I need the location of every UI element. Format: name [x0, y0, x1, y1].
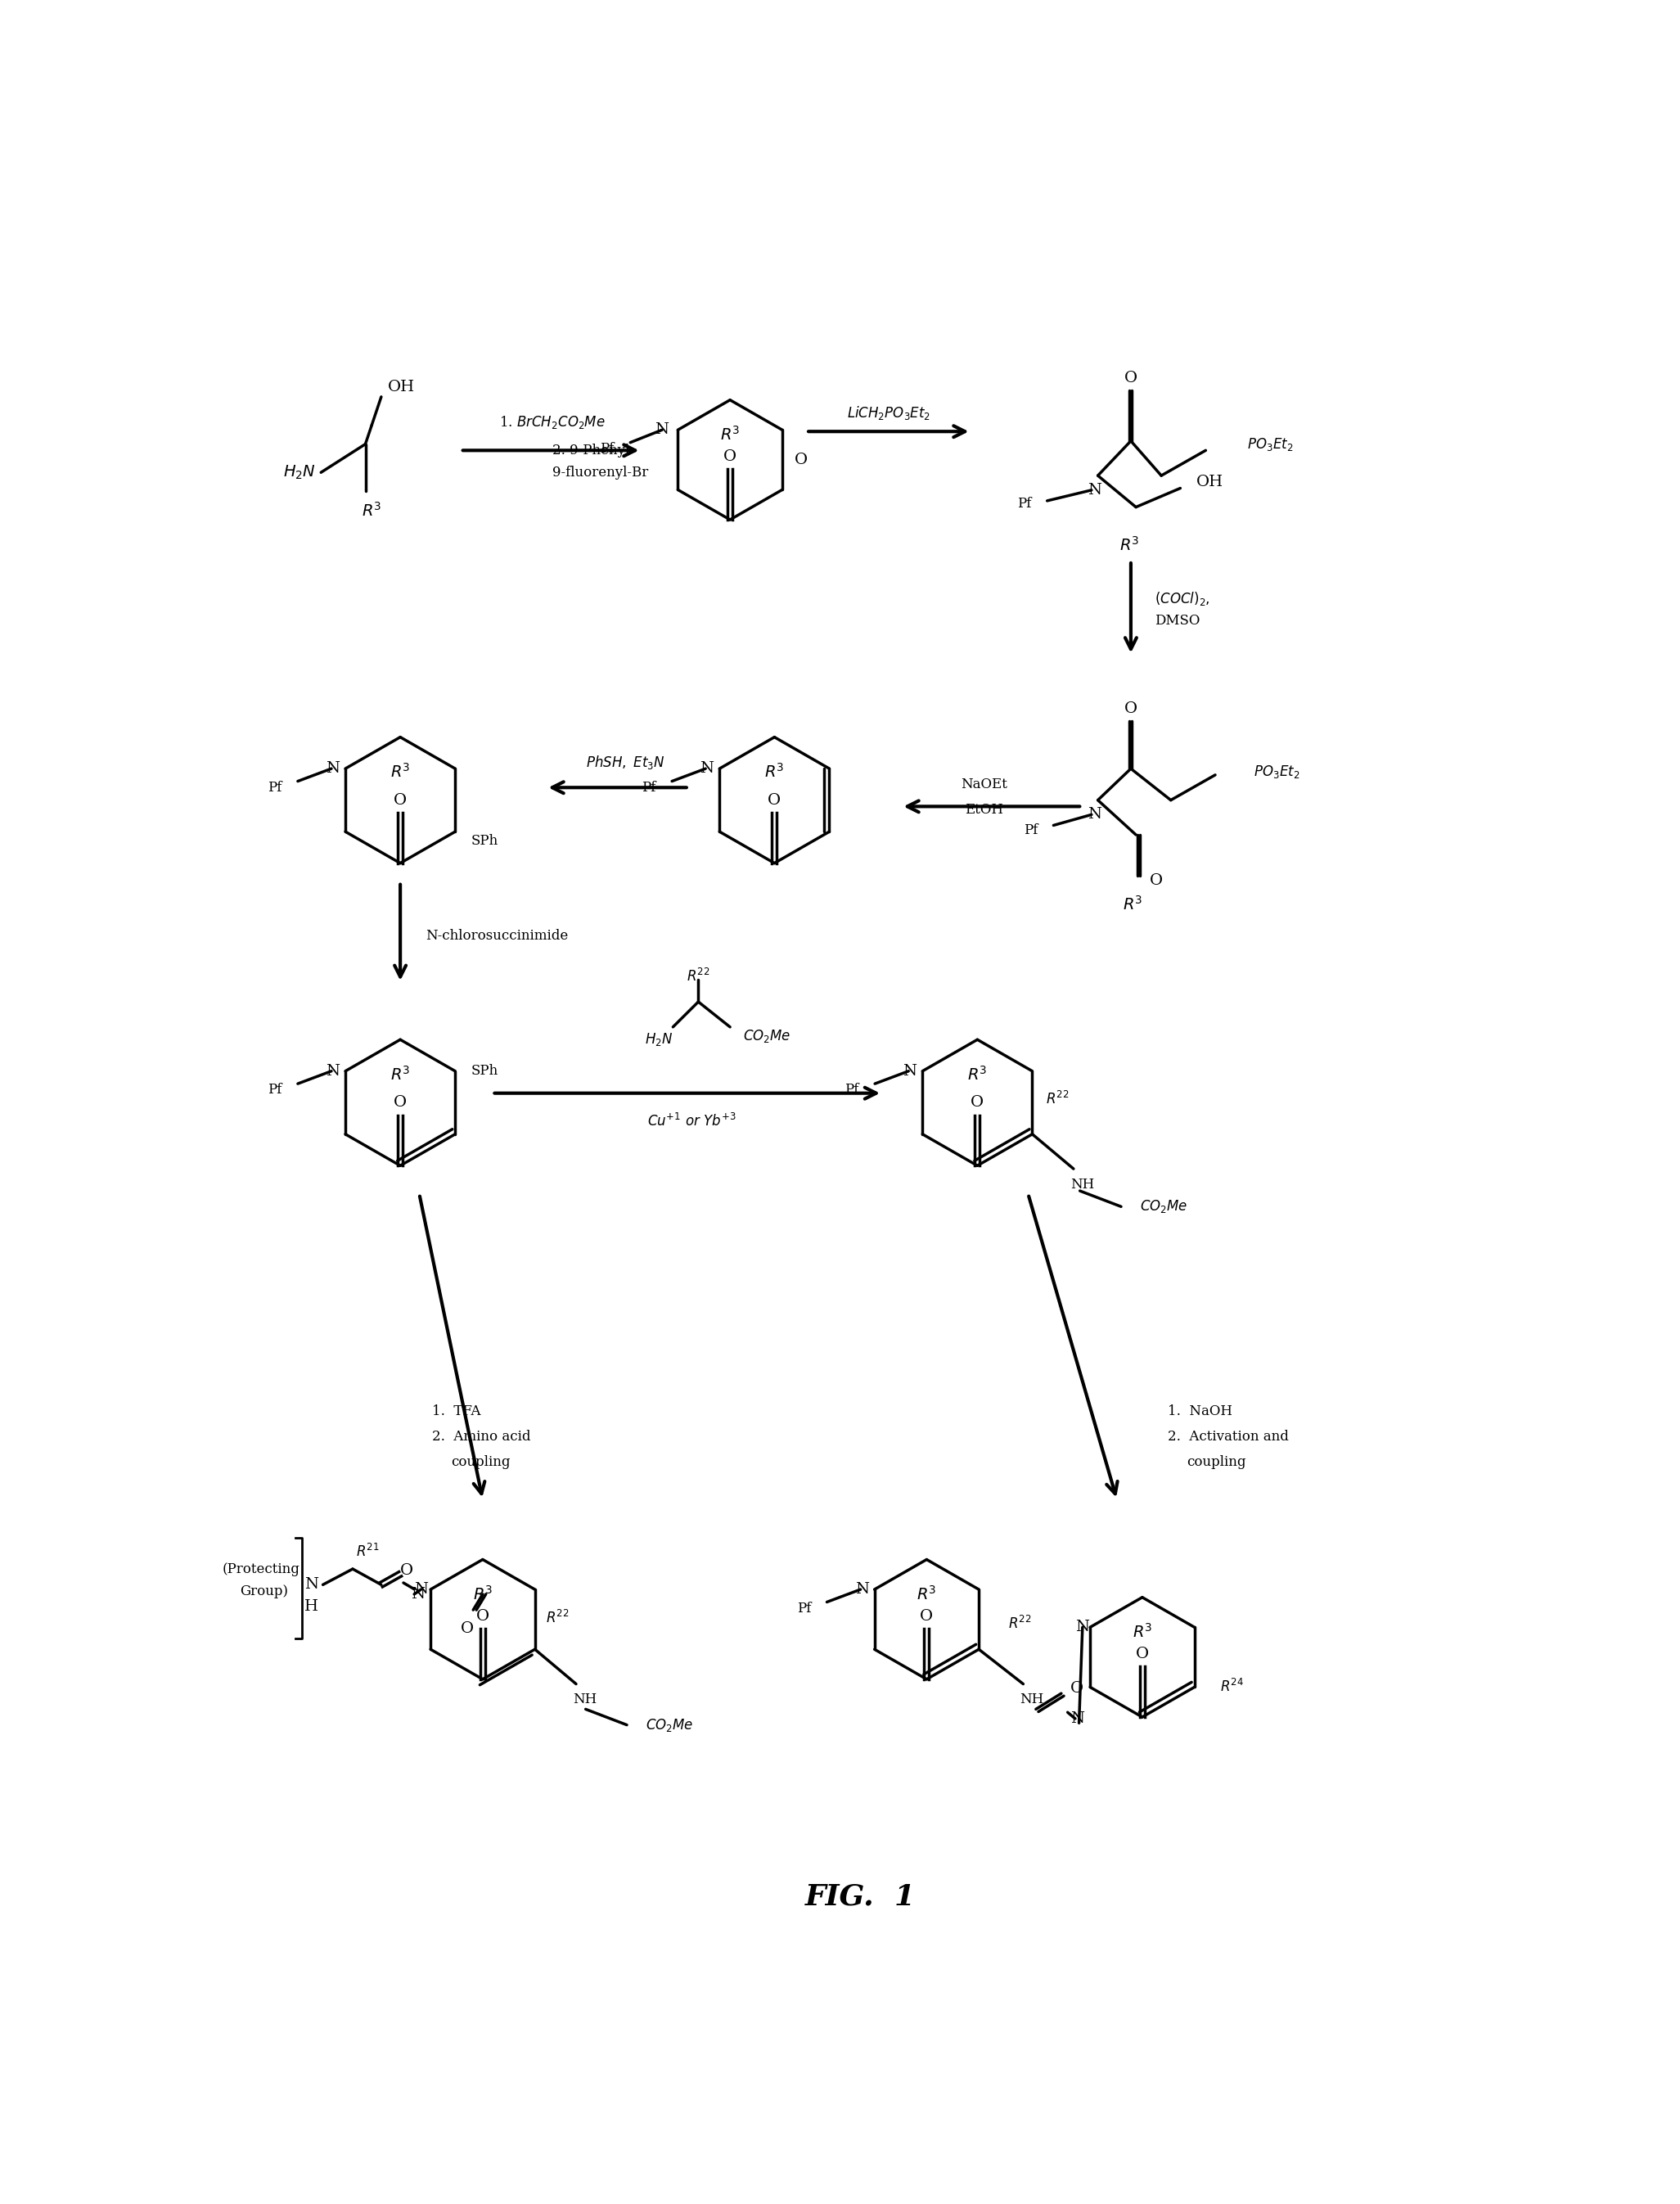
Text: coupling: coupling: [1186, 1455, 1247, 1468]
Text: Pf: Pf: [267, 1082, 282, 1098]
Text: $R^3$: $R^3$: [361, 500, 381, 520]
Text: $R^3$: $R^3$: [390, 1065, 410, 1082]
Text: $PO_3Et_2$: $PO_3Et_2$: [1253, 763, 1299, 780]
Text: N: N: [326, 760, 339, 776]
Text: 2. 9-Phenyl-: 2. 9-Phenyl-: [553, 443, 633, 458]
Text: H: H: [304, 1600, 319, 1613]
Text: Pf: Pf: [1023, 824, 1038, 838]
Text: $CO_2Me$: $CO_2Me$: [645, 1717, 694, 1732]
Text: SPh: SPh: [470, 1065, 499, 1078]
Text: O: O: [1149, 873, 1163, 888]
Text: N: N: [902, 1065, 917, 1078]
Text: NH: NH: [573, 1693, 596, 1706]
Text: Pf: Pf: [845, 1082, 858, 1098]
Text: O: O: [475, 1609, 489, 1624]
Text: $PhSH,\ Et_3N$: $PhSH,\ Et_3N$: [586, 754, 665, 771]
Text: O: O: [1124, 370, 1137, 386]
Text: 1. $BrCH_2CO_2Me$: 1. $BrCH_2CO_2Me$: [499, 414, 605, 430]
Text: O: O: [768, 793, 781, 807]
Text: N: N: [655, 423, 669, 436]
Text: $Cu^{+1}\ or\ Yb^{+3}$: $Cu^{+1}\ or\ Yb^{+3}$: [647, 1113, 736, 1131]
Text: $R^{22}$: $R^{22}$: [546, 1609, 570, 1627]
Text: $R^{21}$: $R^{21}$: [356, 1543, 380, 1560]
Text: O: O: [1136, 1646, 1149, 1662]
Text: 9-fluorenyl-Br: 9-fluorenyl-Br: [553, 465, 648, 480]
Text: N: N: [304, 1578, 319, 1591]
Text: O: O: [724, 450, 736, 465]
Text: 1.  TFA: 1. TFA: [432, 1404, 480, 1419]
Text: $R^3$: $R^3$: [917, 1585, 937, 1602]
Text: $LiCH_2PO_3Et_2$: $LiCH_2PO_3Et_2$: [847, 403, 931, 421]
Text: Pf: Pf: [642, 780, 657, 793]
Text: O: O: [393, 1095, 407, 1111]
Text: O: O: [1124, 701, 1137, 716]
Text: N: N: [855, 1582, 869, 1598]
Text: coupling: coupling: [450, 1455, 511, 1468]
Text: NaOEt: NaOEt: [961, 778, 1006, 791]
Text: N: N: [1075, 1620, 1089, 1635]
Text: O: O: [921, 1609, 932, 1624]
Text: O: O: [795, 452, 808, 467]
Text: $R^3$: $R^3$: [1122, 895, 1142, 912]
Text: N: N: [1070, 1710, 1084, 1726]
Text: O: O: [400, 1563, 413, 1578]
Text: 2.  Amino acid: 2. Amino acid: [432, 1430, 531, 1444]
Text: $PO_3Et_2$: $PO_3Et_2$: [1247, 436, 1294, 452]
Text: N: N: [413, 1582, 428, 1598]
Text: FIG.  1: FIG. 1: [805, 1882, 916, 1911]
Text: $R^3$: $R^3$: [472, 1585, 492, 1602]
Text: $CO_2Me$: $CO_2Me$: [743, 1029, 791, 1045]
Text: Pf: Pf: [600, 441, 615, 456]
Text: 2.  Activation and: 2. Activation and: [1168, 1430, 1289, 1444]
Text: $R^{22}$: $R^{22}$: [1008, 1616, 1032, 1633]
Text: O: O: [971, 1095, 984, 1111]
Text: Pf: Pf: [796, 1602, 811, 1616]
Text: $CO_2Me$: $CO_2Me$: [1141, 1199, 1188, 1214]
Text: OH: OH: [388, 379, 415, 395]
Text: Pf: Pf: [267, 780, 282, 793]
Text: O: O: [1070, 1682, 1084, 1695]
Text: Group): Group): [240, 1585, 287, 1598]
Text: $R^{22}$: $R^{22}$: [687, 968, 711, 985]
Text: $R^3$: $R^3$: [764, 763, 785, 780]
Text: $R^3$: $R^3$: [390, 763, 410, 780]
Text: $R^3$: $R^3$: [968, 1065, 988, 1082]
Text: 1.  NaOH: 1. NaOH: [1168, 1404, 1231, 1419]
Text: EtOH: EtOH: [964, 802, 1003, 815]
Text: OH: OH: [1196, 474, 1223, 489]
Text: NH: NH: [1070, 1177, 1094, 1192]
Text: $R^{22}$: $R^{22}$: [1047, 1091, 1068, 1109]
Text: N: N: [412, 1587, 425, 1602]
Text: N-chlorosuccinimide: N-chlorosuccinimide: [425, 928, 568, 943]
Text: N: N: [326, 1065, 339, 1078]
Text: $R^3$: $R^3$: [1119, 536, 1139, 553]
Text: (Protecting: (Protecting: [222, 1563, 299, 1576]
Text: $R^3$: $R^3$: [721, 425, 739, 443]
Text: SPh: SPh: [470, 833, 499, 849]
Text: Pf: Pf: [1016, 496, 1032, 511]
Text: NH: NH: [1020, 1693, 1043, 1706]
Text: O: O: [460, 1622, 474, 1635]
Text: N: N: [1087, 483, 1102, 498]
Text: $H_2N$: $H_2N$: [645, 1031, 674, 1047]
Text: O: O: [393, 793, 407, 807]
Text: $(COCl)_2,$: $(COCl)_2,$: [1154, 591, 1210, 606]
Text: $R^{24}$: $R^{24}$: [1220, 1679, 1243, 1695]
Text: $H_2N$: $H_2N$: [282, 463, 316, 480]
Text: N: N: [701, 760, 714, 776]
Text: N: N: [1087, 807, 1102, 822]
Text: $R^3$: $R^3$: [1132, 1622, 1152, 1642]
Text: DMSO: DMSO: [1154, 613, 1200, 628]
